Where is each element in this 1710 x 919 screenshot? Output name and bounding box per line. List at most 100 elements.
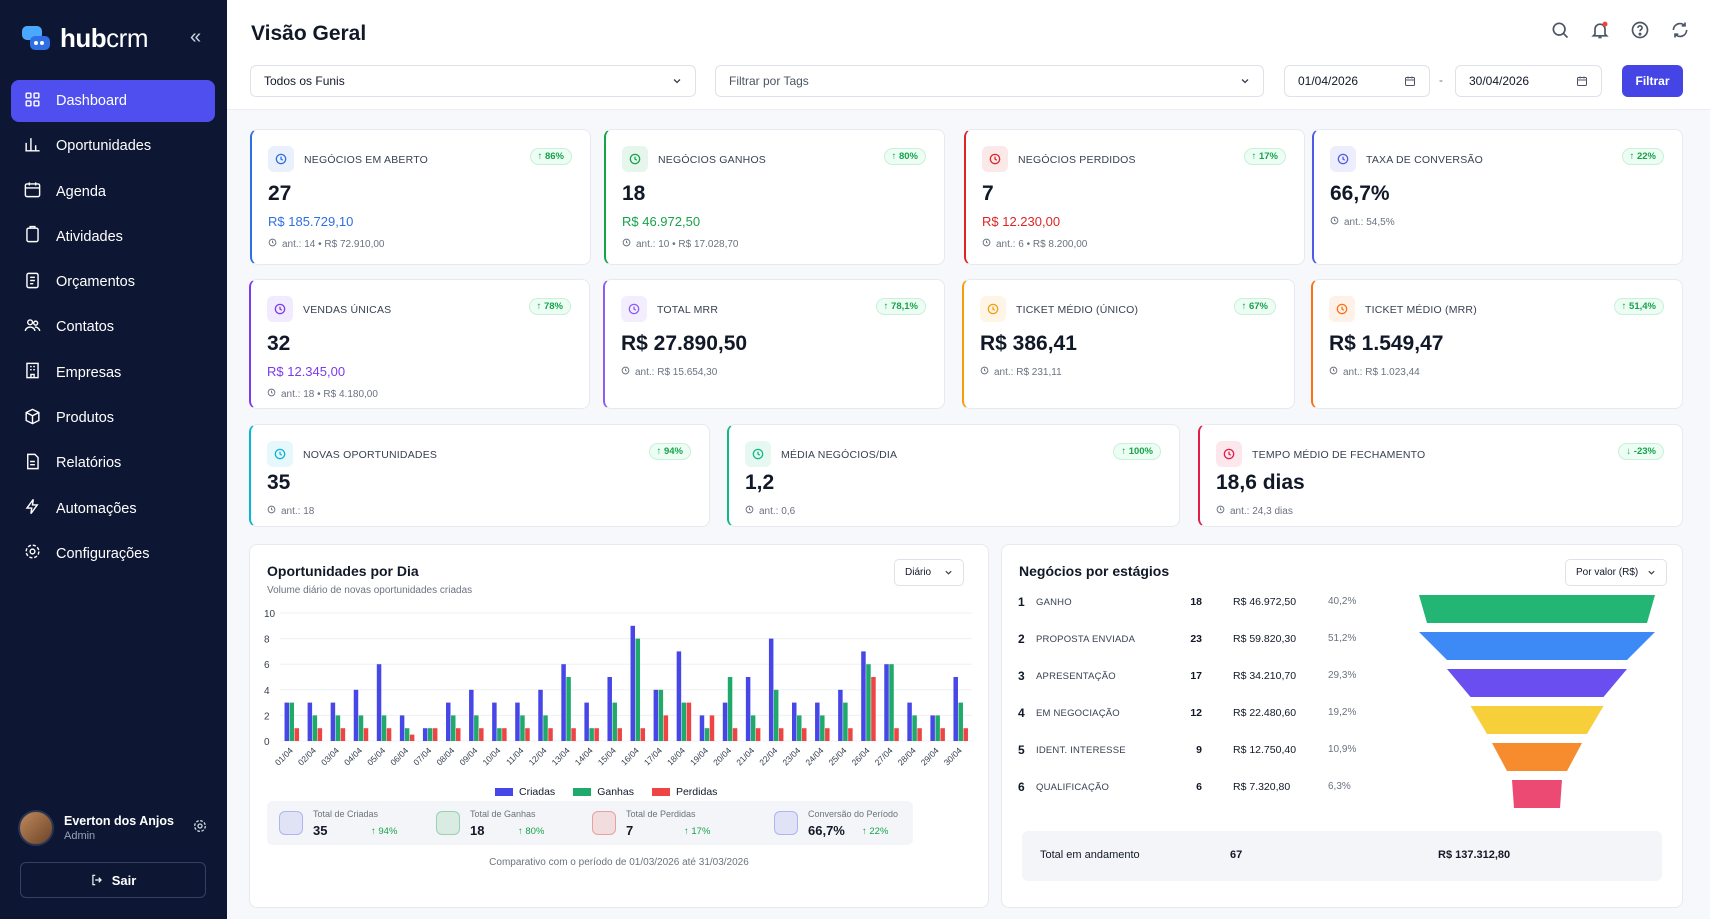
- kpi-card[interactable]: NEGÓCIOS GANHOS ↑ 80% 18 R$ 46.972,50 ant.: …: [604, 129, 945, 265]
- bar-ganhas[interactable]: [681, 702, 687, 741]
- filter-button[interactable]: Filtrar: [1622, 65, 1683, 97]
- bar-criadas[interactable]: [792, 702, 797, 741]
- bar-perdidas[interactable]: [963, 728, 968, 741]
- bar-perdidas[interactable]: [894, 728, 899, 741]
- bar-criadas[interactable]: [446, 702, 451, 741]
- stage-row[interactable]: 6 QUALIFICAÇÃO 6 R$ 7.320,80 6,3%: [1018, 773, 1378, 803]
- bar-criadas[interactable]: [584, 702, 589, 741]
- bar-criadas[interactable]: [676, 651, 682, 741]
- bar-perdidas[interactable]: [802, 728, 807, 741]
- bar-perdidas[interactable]: [409, 734, 415, 741]
- sidebar-item-configuracoes[interactable]: Configurações: [11, 533, 215, 575]
- bar-criadas[interactable]: [538, 689, 543, 741]
- kpi-card[interactable]: VENDAS ÚNICAS ↑ 78% 32 R$ 12.345,00 ant.: 18…: [249, 279, 590, 409]
- bar-ganhas[interactable]: [474, 715, 479, 741]
- bar-perdidas[interactable]: [456, 728, 461, 741]
- bar-ganhas[interactable]: [520, 715, 525, 741]
- bar-perdidas[interactable]: [432, 728, 438, 741]
- bar-criadas[interactable]: [330, 702, 336, 741]
- bar-perdidas[interactable]: [778, 728, 784, 741]
- bar-perdidas[interactable]: [386, 728, 392, 741]
- kpi-card[interactable]: TEMPO MÉDIO DE FECHAMENTO ↓ -23% 18,6 dias…: [1198, 424, 1683, 527]
- sidebar-item-automacoes[interactable]: Automações: [11, 488, 215, 530]
- bar-perdidas[interactable]: [617, 728, 622, 741]
- help-icon[interactable]: [1630, 20, 1650, 40]
- bar-perdidas[interactable]: [294, 728, 300, 741]
- bar-criadas[interactable]: [815, 702, 820, 741]
- funnel-segment[interactable]: [1419, 632, 1655, 660]
- bar-criadas[interactable]: [653, 689, 659, 741]
- bar-criadas[interactable]: [469, 689, 474, 741]
- bar-criadas[interactable]: [930, 715, 935, 741]
- bar-criadas[interactable]: [953, 677, 958, 741]
- kpi-card[interactable]: NEGÓCIOS EM ABERTO ↑ 86% 27 R$ 185.729,10 an…: [250, 129, 591, 265]
- kpi-card[interactable]: TAXA DE CONVERSÃO ↑ 22% 66,7% ant.: 54,5%: [1312, 129, 1683, 265]
- bar-ganhas[interactable]: [566, 677, 571, 741]
- bar-perdidas[interactable]: [640, 728, 646, 741]
- stage-row[interactable]: 2 PROPOSTA ENVIADA 23 R$ 59.820,30 51,2%: [1018, 625, 1378, 655]
- sidebar-item-relatorios[interactable]: Relatórios: [11, 442, 215, 484]
- bar-criadas[interactable]: [699, 715, 705, 741]
- sidebar-item-oportunidades[interactable]: Oportunidades: [11, 125, 215, 167]
- sidebar-item-contatos[interactable]: Contatos: [11, 306, 215, 348]
- bar-criadas[interactable]: [607, 677, 612, 741]
- bar-perdidas[interactable]: [663, 715, 669, 741]
- kpi-card[interactable]: NOVAS OPORTUNIDADES ↑ 94% 35 ant.: 18: [249, 424, 710, 527]
- period-dropdown[interactable]: Diário: [894, 559, 964, 586]
- bar-criadas[interactable]: [492, 702, 497, 741]
- bar-criadas[interactable]: [515, 702, 520, 741]
- bar-criadas[interactable]: [284, 702, 290, 741]
- sidebar-item-orcamentos[interactable]: Orçamentos: [11, 261, 215, 303]
- bar-ganhas[interactable]: [797, 715, 802, 741]
- funnel-select[interactable]: Todos os Funis: [250, 65, 696, 97]
- bar-perdidas[interactable]: [525, 728, 530, 741]
- bar-criadas[interactable]: [422, 728, 428, 741]
- bar-perdidas[interactable]: [594, 728, 599, 741]
- bar-ganhas[interactable]: [935, 715, 940, 741]
- bar-ganhas[interactable]: [312, 715, 318, 741]
- bar-ganhas[interactable]: [451, 715, 456, 741]
- refresh-icon[interactable]: [1670, 20, 1690, 40]
- bar-ganhas[interactable]: [497, 728, 502, 741]
- stage-row[interactable]: 3 APRESENTAÇÃO 17 R$ 34.210,70 29,3%: [1018, 662, 1378, 692]
- kpi-card[interactable]: MÉDIA NEGÓCIOS/DIA ↑ 100% 1,2 ant.: 0,6: [727, 424, 1180, 527]
- bar-criadas[interactable]: [399, 715, 405, 741]
- bar-ganhas[interactable]: [289, 702, 295, 741]
- date-from-input[interactable]: 01/04/2026: [1284, 65, 1430, 97]
- bar-criadas[interactable]: [884, 664, 889, 741]
- bar-criadas[interactable]: [768, 638, 774, 741]
- bar-criadas[interactable]: [861, 651, 866, 741]
- bar-ganhas[interactable]: [889, 664, 894, 741]
- collapse-sidebar-icon[interactable]: «: [190, 26, 202, 48]
- bar-perdidas[interactable]: [340, 728, 346, 741]
- bar-ganhas[interactable]: [635, 638, 641, 741]
- bar-perdidas[interactable]: [871, 677, 876, 741]
- bar-ganhas[interactable]: [658, 689, 664, 741]
- funnel-segment[interactable]: [1419, 595, 1655, 623]
- date-to-input[interactable]: 30/04/2026: [1455, 65, 1602, 97]
- bar-ganhas[interactable]: [381, 715, 387, 741]
- bar-ganhas[interactable]: [750, 715, 756, 741]
- stage-row[interactable]: 1 GANHO 18 R$ 46.972,50 40,2%: [1018, 588, 1378, 618]
- bar-ganhas[interactable]: [404, 728, 410, 741]
- bar-criadas[interactable]: [838, 689, 843, 741]
- bar-criadas[interactable]: [561, 664, 566, 741]
- bar-ganhas[interactable]: [958, 702, 963, 741]
- tags-filter-select[interactable]: Filtrar por Tags: [715, 65, 1264, 97]
- bar-criadas[interactable]: [353, 689, 359, 741]
- bar-criadas[interactable]: [376, 664, 382, 741]
- sidebar-item-atividades[interactable]: Atividades: [11, 216, 215, 258]
- bar-perdidas[interactable]: [940, 728, 945, 741]
- bar-perdidas[interactable]: [502, 728, 507, 741]
- stage-row[interactable]: 5 IDENT. INTERESSE 9 R$ 12.750,40 10,9%: [1018, 736, 1378, 766]
- bar-perdidas[interactable]: [848, 728, 853, 741]
- legend-item[interactable]: Ganhas: [573, 786, 634, 798]
- bar-ganhas[interactable]: [358, 715, 364, 741]
- funnel-segment[interactable]: [1512, 780, 1562, 808]
- bar-criadas[interactable]: [722, 702, 728, 741]
- bar-perdidas[interactable]: [479, 728, 484, 741]
- bar-ganhas[interactable]: [589, 728, 594, 741]
- funnel-segment[interactable]: [1470, 706, 1604, 734]
- bar-criadas[interactable]: [745, 677, 751, 741]
- bar-ganhas[interactable]: [866, 664, 871, 741]
